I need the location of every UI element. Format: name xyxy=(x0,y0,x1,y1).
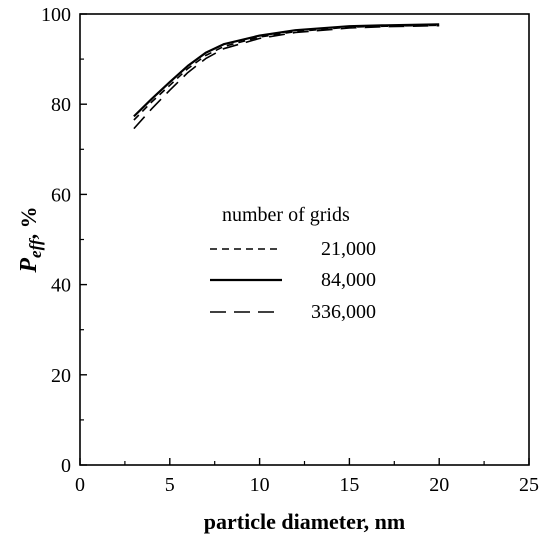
y-tick-label: 80 xyxy=(51,94,71,116)
x-tick-label: 10 xyxy=(250,474,270,496)
x-tick-label: 0 xyxy=(75,474,85,496)
y-tick-label: 20 xyxy=(51,365,71,387)
x-tick-label: 25 xyxy=(519,474,539,496)
x-axis-title: particle diameter, nm xyxy=(204,509,405,534)
plot-area: 0 5 10 15 20 25 0 20 40 60 80 100 xyxy=(41,4,539,496)
plot-frame xyxy=(79,13,530,466)
y-tick-label: 100 xyxy=(41,4,71,26)
y-tick-label: 60 xyxy=(51,184,71,206)
x-tick-label: 20 xyxy=(429,474,449,496)
series-line-336000 xyxy=(133,24,440,130)
legend: number of grids 21,000 84,000 336,000 xyxy=(210,204,376,323)
legend-label: 84,000 xyxy=(321,269,376,291)
y-axis-title: Peff, % xyxy=(16,206,45,273)
y-axis-title-unit: , % xyxy=(16,206,41,239)
y-tick-label: 0 xyxy=(61,455,71,477)
x-tick-label: 5 xyxy=(165,474,175,496)
x-axis: 0 5 10 15 20 25 xyxy=(75,458,539,496)
y-axis-title-subscript: eff xyxy=(26,237,45,258)
legend-label: 21,000 xyxy=(321,238,376,260)
legend-label: 336,000 xyxy=(311,301,376,323)
legend-items: 21,000 84,000 336,000 xyxy=(210,238,376,323)
y-tick-label: 40 xyxy=(51,275,71,297)
legend-title: number of grids xyxy=(222,204,350,226)
series-line-84000 xyxy=(133,23,440,118)
series-lines xyxy=(133,23,440,130)
y-axis: 0 20 40 60 80 100 xyxy=(41,4,87,477)
y-axis-title-main: P xyxy=(16,258,42,274)
x-tick-label: 15 xyxy=(339,474,359,496)
